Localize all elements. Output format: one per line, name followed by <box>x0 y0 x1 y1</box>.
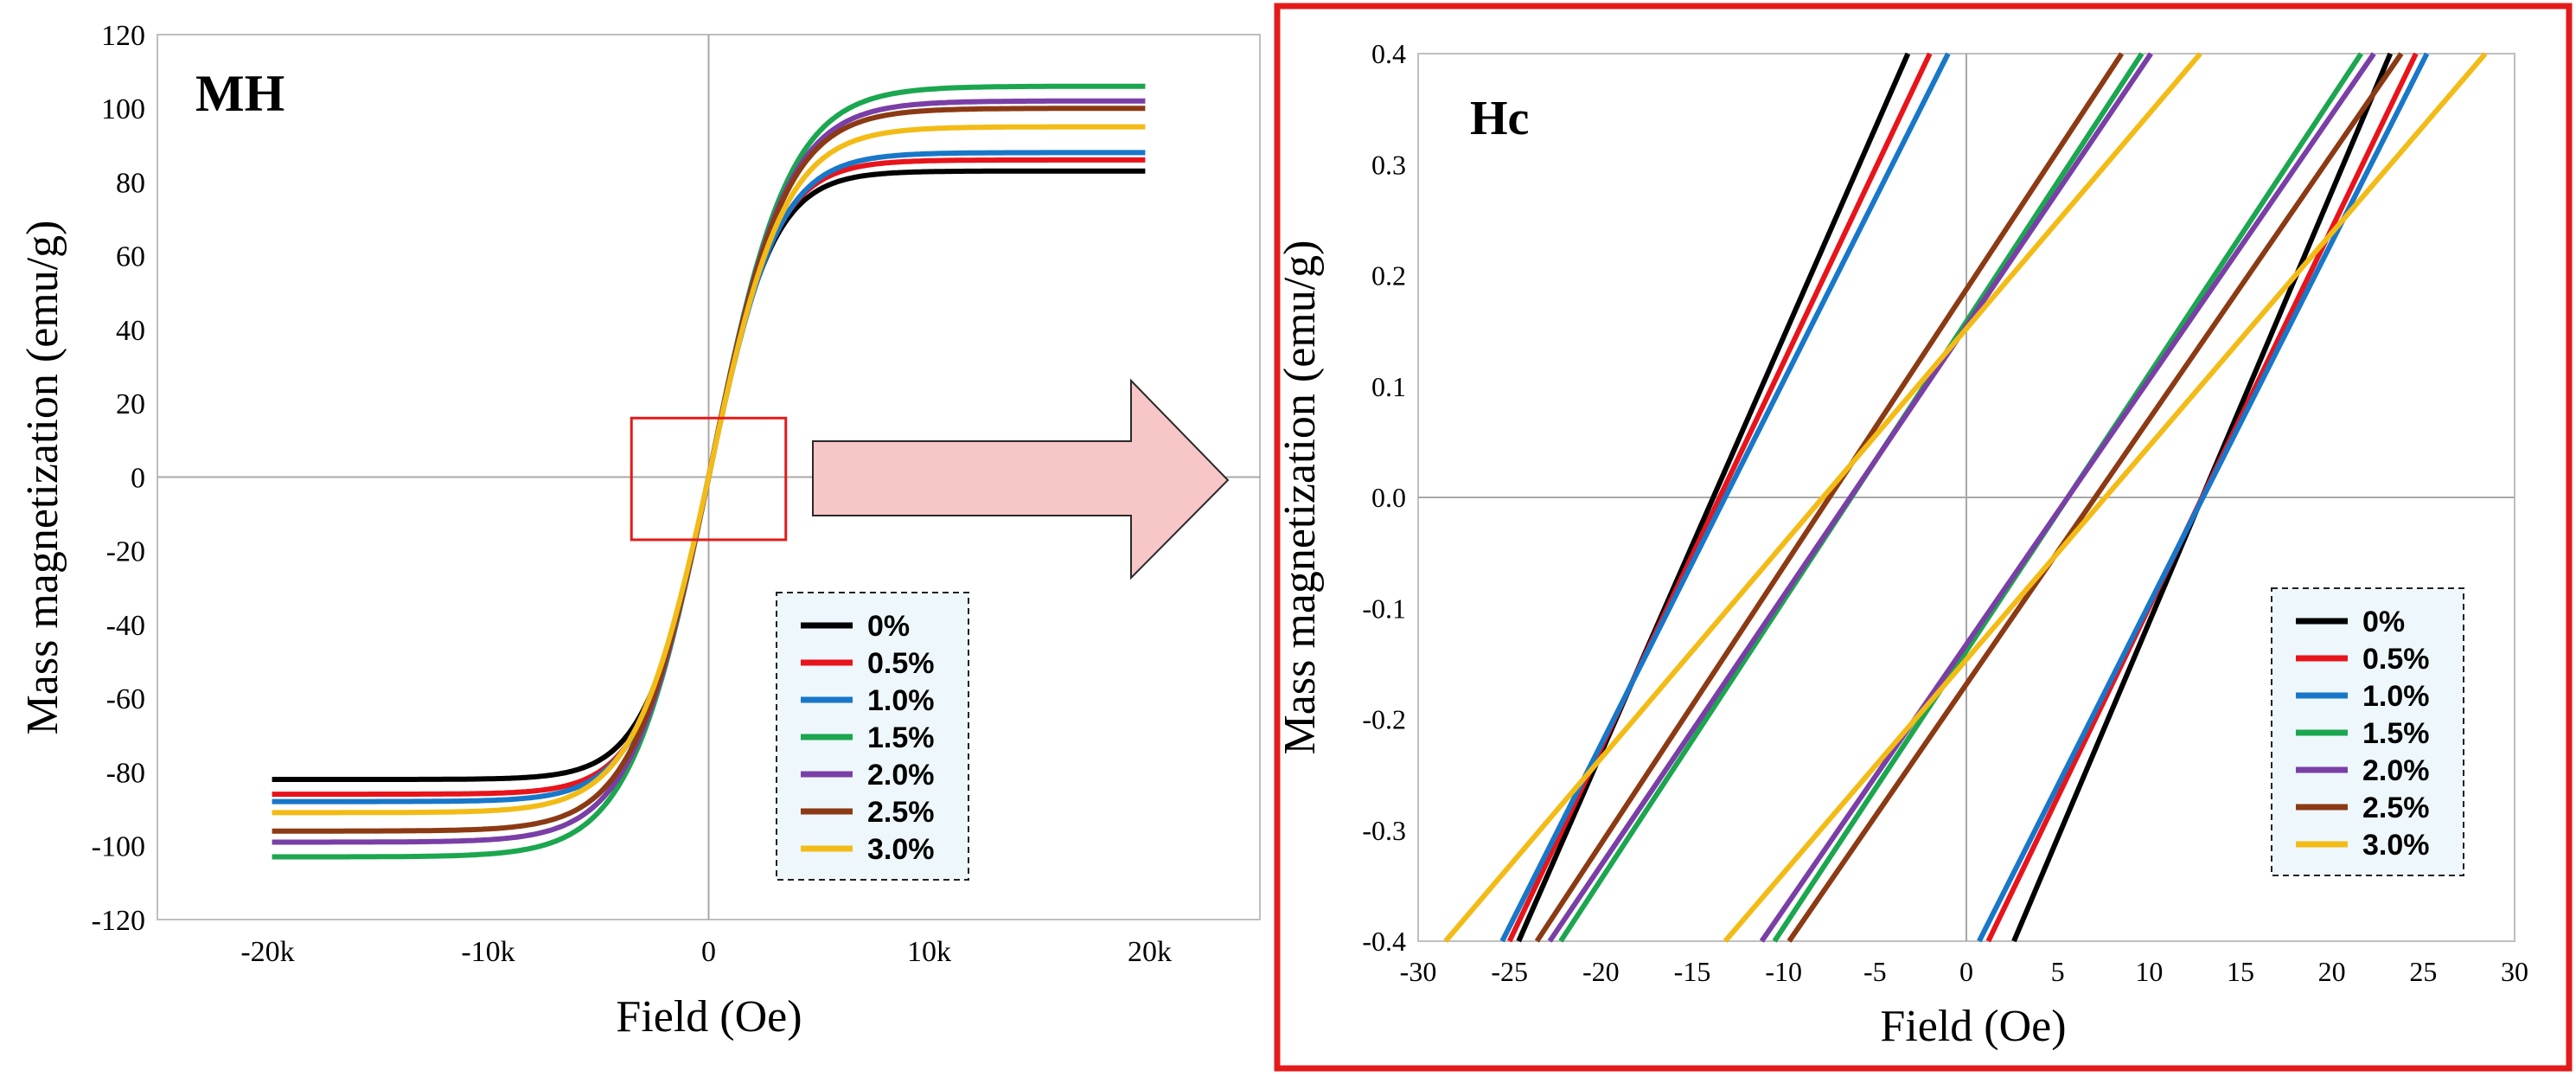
mh-legend-label: 2.5% <box>867 796 935 829</box>
mh-axis-ticks: -20k -10k 0 10k 20k -120 -100 -80 -60 -40 -20 0 20 40… <box>92 20 1172 968</box>
hc-y-tick-label: 0.3 <box>1371 149 1406 180</box>
hc-y-tick-label: 0.2 <box>1371 260 1406 292</box>
hc-x-tick-label: -15 <box>1674 956 1711 987</box>
mh-legend-label: 1.0% <box>867 684 935 717</box>
hc-legend-label: 3.0% <box>2362 829 2430 862</box>
mh-y-tick-label: 40 <box>116 315 145 347</box>
mh-y-tick-label: 100 <box>101 93 145 125</box>
zoom-arrow <box>812 378 1230 580</box>
mh-y-tick-label: 120 <box>101 20 145 52</box>
hc-series-line-ascending-2-0pct <box>1759 52 2376 943</box>
hc-series-line-ascending-1-0pct <box>1977 52 2430 943</box>
hc-chart: -30 -25 -20 -15 -10 -5 0 5 10 15 20 25 30 -0.4 -0.3 -0.… <box>1274 3 2573 1072</box>
hc-x-tick-label: 20 <box>2318 956 2346 987</box>
hc-x-tick-label: -10 <box>1765 956 1802 987</box>
hc-x-tick-label: 10 <box>2135 956 2163 987</box>
mh-xlabel: Field (Oe) <box>616 992 802 1042</box>
hc-x-tick-label: -5 <box>1863 956 1887 987</box>
hc-legend-label: 2.5% <box>2362 792 2430 824</box>
hc-axis-ticks: -30 -25 -20 -15 -10 -5 0 5 10 15 20 25 30 -0.4 -0.3 -0.… <box>1362 38 2528 987</box>
hc-series-line-descending-2-0pct <box>1547 52 2153 943</box>
mh-series-group <box>272 83 1146 860</box>
hc-legend-items: 0% 0.5% 1.0% 1.5% 2.0% 2.5% 3.0% <box>2296 606 2430 862</box>
mh-chart: -20k -10k 0 10k 20k -120 -100 -80 -60 -40 -20 0 20 40… <box>18 20 1261 1042</box>
mh-x-tick-label: 10k <box>907 936 951 968</box>
hc-zero-lines <box>1418 54 2515 941</box>
mh-x-tick-label: 20k <box>1128 936 1172 968</box>
hc-panel-frame <box>1274 3 2573 1072</box>
mh-ylabel: Mass magnetization (emu/g) <box>18 221 67 735</box>
hc-y-tick-label: -0.2 <box>1362 704 1406 735</box>
mh-legend-label: 2.0% <box>867 759 935 792</box>
hc-legend-label: 0% <box>2362 606 2405 638</box>
hc-legend-label: 0.5% <box>2362 643 2430 676</box>
hc-series-line-descending-2-5pct <box>1534 52 2125 943</box>
mh-y-tick-label: 20 <box>116 388 145 420</box>
hc-y-tick-label: 0.1 <box>1371 371 1406 402</box>
mh-y-tick-label: -120 <box>92 905 145 937</box>
mh-y-tick-label: 0 <box>131 462 145 494</box>
mh-x-tick-label: -20k <box>240 936 294 968</box>
hc-legend-label: 1.0% <box>2362 680 2430 713</box>
hc-y-tick-label: -0.4 <box>1362 926 1406 957</box>
mh-x-tick-label: -10k <box>461 936 515 968</box>
mh-y-tick-label: -100 <box>92 831 145 863</box>
mh-y-tick-label: -60 <box>106 683 145 715</box>
hc-legend-label: 1.5% <box>2362 717 2430 750</box>
mh-legend-label: 0% <box>867 610 910 643</box>
mh-legend-label: 1.5% <box>867 721 935 754</box>
hc-ylabel: Mass magnetization (emu/g) <box>1275 240 1325 755</box>
mh-y-tick-label: -40 <box>106 610 145 642</box>
hc-series-line-descending-0-5pct <box>1506 52 1933 943</box>
hc-x-tick-label: -30 <box>1400 956 1437 987</box>
mh-x-tick-label: 0 <box>701 936 716 968</box>
hc-x-tick-label: 15 <box>2227 956 2254 987</box>
hc-x-tick-label: -25 <box>1491 956 1528 987</box>
hc-series-line-descending-1-0pct <box>1499 52 1951 943</box>
hc-series-line-ascending-2-5pct <box>1787 52 2404 943</box>
hc-xlabel: Field (Oe) <box>1880 1002 2066 1051</box>
hc-x-tick-label: 30 <box>2501 956 2528 987</box>
mh-y-tick-label: 80 <box>116 167 145 199</box>
mh-y-tick-label: -80 <box>106 757 145 789</box>
mh-legend-label: 0.5% <box>867 647 935 680</box>
mh-legend-label: 3.0% <box>867 833 935 866</box>
hc-series-line-descending-3-0pct <box>1443 52 2202 943</box>
mh-series-line-3-0pct <box>272 124 1146 816</box>
hc-x-tick-label: -20 <box>1582 956 1620 987</box>
hc-series-line-ascending-3-0pct <box>1723 52 2488 943</box>
hc-x-tick-label: 25 <box>2409 956 2437 987</box>
hc-y-tick-label: -0.1 <box>1362 593 1406 624</box>
mh-y-tick-label: 60 <box>116 241 145 273</box>
mh-legend: 0% 0.5% 1.0% 1.5% 2.0% 2.5% 3.0% <box>776 592 969 881</box>
hc-legend-label: 2.0% <box>2362 754 2430 787</box>
hc-y-tick-label: -0.3 <box>1362 815 1406 846</box>
mh-legend-items: 0% 0.5% 1.0% 1.5% 2.0% 2.5% 3.0% <box>801 610 935 866</box>
mh-y-tick-label: -20 <box>106 536 145 568</box>
hc-x-tick-label: 0 <box>1959 956 1973 987</box>
hc-title: Hc <box>1470 92 1529 145</box>
hc-y-tick-label: 0.0 <box>1371 482 1406 513</box>
hc-y-tick-label: 0.4 <box>1371 38 1406 69</box>
mh-zoom-box <box>630 416 788 542</box>
hc-series-line-descending-0pct <box>1516 52 1911 943</box>
mh-title: MH <box>195 65 284 122</box>
hc-x-tick-label: 5 <box>2051 956 2065 987</box>
hc-series-group <box>1443 52 2488 943</box>
hc-legend: 0% 0.5% 1.0% 1.5% 2.0% 2.5% 3.0% <box>2271 587 2464 876</box>
